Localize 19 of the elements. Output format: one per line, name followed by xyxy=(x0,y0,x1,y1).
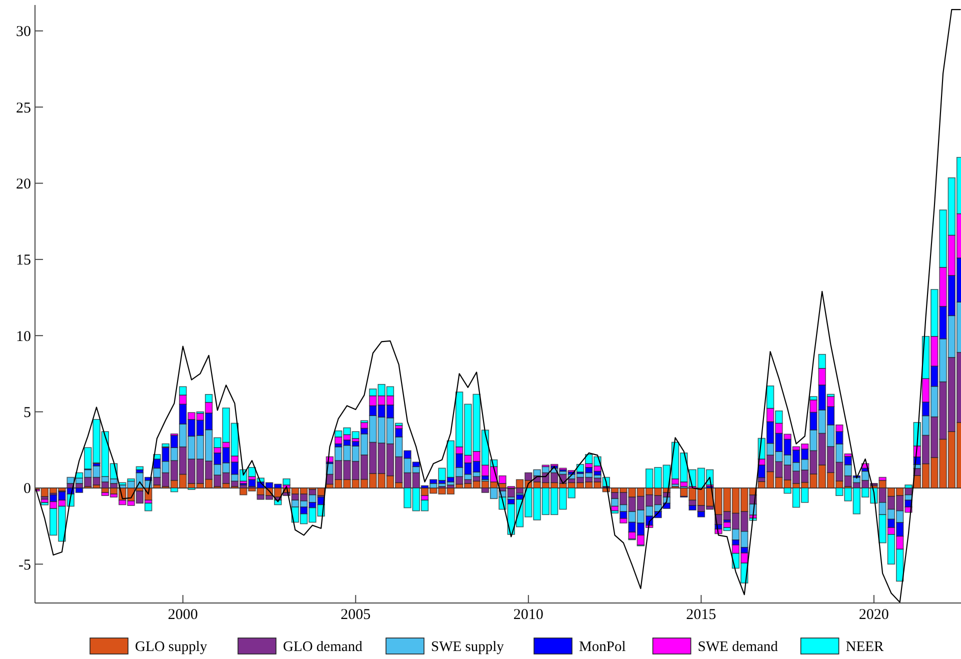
x-tick-label: 2010 xyxy=(513,607,544,623)
y-tick-label: -5 xyxy=(18,557,31,574)
legend-label: SWE supply xyxy=(431,639,505,655)
y-tick-label: 15 xyxy=(16,252,31,269)
y-tick-label: 5 xyxy=(24,405,31,422)
legend-label: GLO supply xyxy=(135,639,208,655)
y-tick-label: 0 xyxy=(24,481,31,498)
x-tick-label: 2005 xyxy=(340,607,371,623)
legend-label: MonPol xyxy=(579,639,626,655)
y-tick-label: 10 xyxy=(16,328,31,345)
y-tick-label: 30 xyxy=(16,24,31,40)
y-tick-label: 25 xyxy=(16,100,31,116)
legend-label: GLO demand xyxy=(283,639,364,655)
legend-label: NEER xyxy=(846,639,884,655)
x-tick-label: 2000 xyxy=(168,607,198,623)
x-tick-label: 2020 xyxy=(858,607,889,623)
x-tick-label: 2015 xyxy=(686,607,716,623)
y-tick-label: 20 xyxy=(16,176,31,193)
legend-label: SWE demand xyxy=(698,639,779,655)
